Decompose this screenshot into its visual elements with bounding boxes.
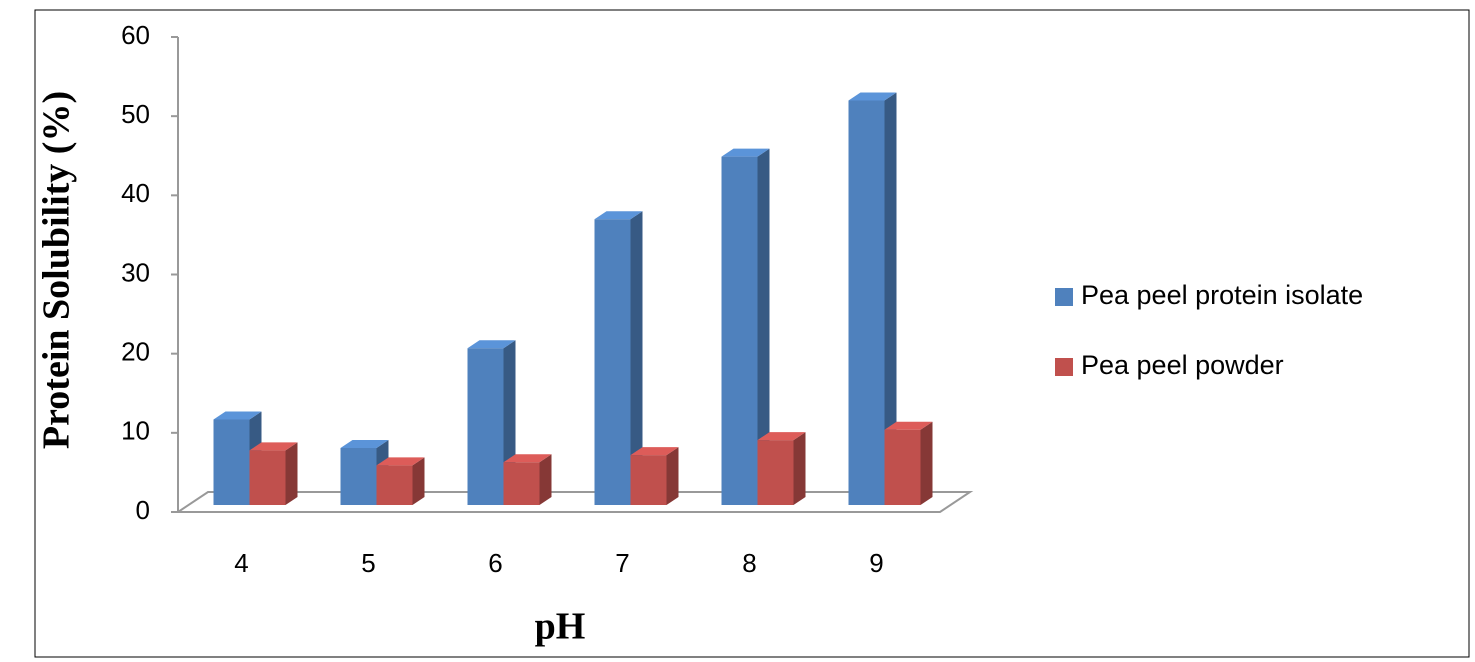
x-tick-label: 5 <box>361 548 375 578</box>
bar-front <box>848 100 885 505</box>
bar-top <box>721 148 770 157</box>
bar-top <box>594 211 643 220</box>
legend-swatch <box>1055 288 1073 306</box>
bar-front <box>467 348 504 505</box>
bar <box>630 447 679 505</box>
bar <box>757 432 806 505</box>
bar-side <box>412 457 425 505</box>
bar <box>376 457 425 505</box>
bar-front <box>594 219 631 506</box>
bar-front <box>249 450 286 505</box>
y-tick-label: 40 <box>121 178 150 208</box>
bar <box>848 92 897 505</box>
bar-front <box>376 465 413 505</box>
legend-label: Pea peel protein isolate <box>1081 280 1363 310</box>
x-axis-title: pH <box>535 606 586 648</box>
bar-top <box>630 447 679 456</box>
bar-side <box>285 442 298 505</box>
legend-label: Pea peel powder <box>1081 350 1284 380</box>
y-axis-title: Protein Solubility (%) <box>36 91 78 449</box>
bar-front <box>721 156 758 505</box>
bar-top <box>848 92 897 101</box>
bar-side <box>630 211 643 506</box>
x-tick-label: 7 <box>615 548 629 578</box>
bar-top <box>249 442 298 451</box>
bar-top <box>467 340 516 349</box>
bar-top <box>503 454 552 463</box>
bar-side <box>793 432 806 505</box>
x-tick-label: 9 <box>869 548 883 578</box>
y-tick-label: 0 <box>136 495 150 525</box>
bar-side <box>666 447 679 505</box>
y-tick-label: 20 <box>121 337 150 367</box>
bar <box>249 442 298 505</box>
y-tick-label: 10 <box>121 416 150 446</box>
bar <box>884 421 933 505</box>
y-tick-label: 60 <box>121 20 150 50</box>
x-tick-label: 8 <box>742 548 756 578</box>
x-tick-label: 6 <box>488 548 502 578</box>
bar-side <box>920 421 933 505</box>
bar <box>721 148 770 505</box>
bar-top <box>376 457 425 466</box>
y-tick-label: 30 <box>121 257 150 287</box>
bar-side <box>884 92 897 505</box>
bar-front <box>503 462 540 505</box>
x-tick-label: 4 <box>234 548 248 578</box>
bar-front <box>213 419 250 505</box>
bar-side <box>757 148 770 505</box>
bar-top <box>757 432 806 441</box>
bar-front <box>757 440 794 505</box>
bar-front <box>340 448 377 505</box>
legend-swatch <box>1055 358 1073 376</box>
bar <box>594 211 643 506</box>
bar-top <box>213 411 262 420</box>
bar-top <box>340 440 389 448</box>
bar <box>503 454 552 505</box>
bar-side <box>539 454 552 505</box>
bar-front <box>630 455 667 505</box>
bar-front <box>884 429 921 505</box>
bar-top <box>884 421 933 430</box>
y-tick-label: 50 <box>121 99 150 129</box>
